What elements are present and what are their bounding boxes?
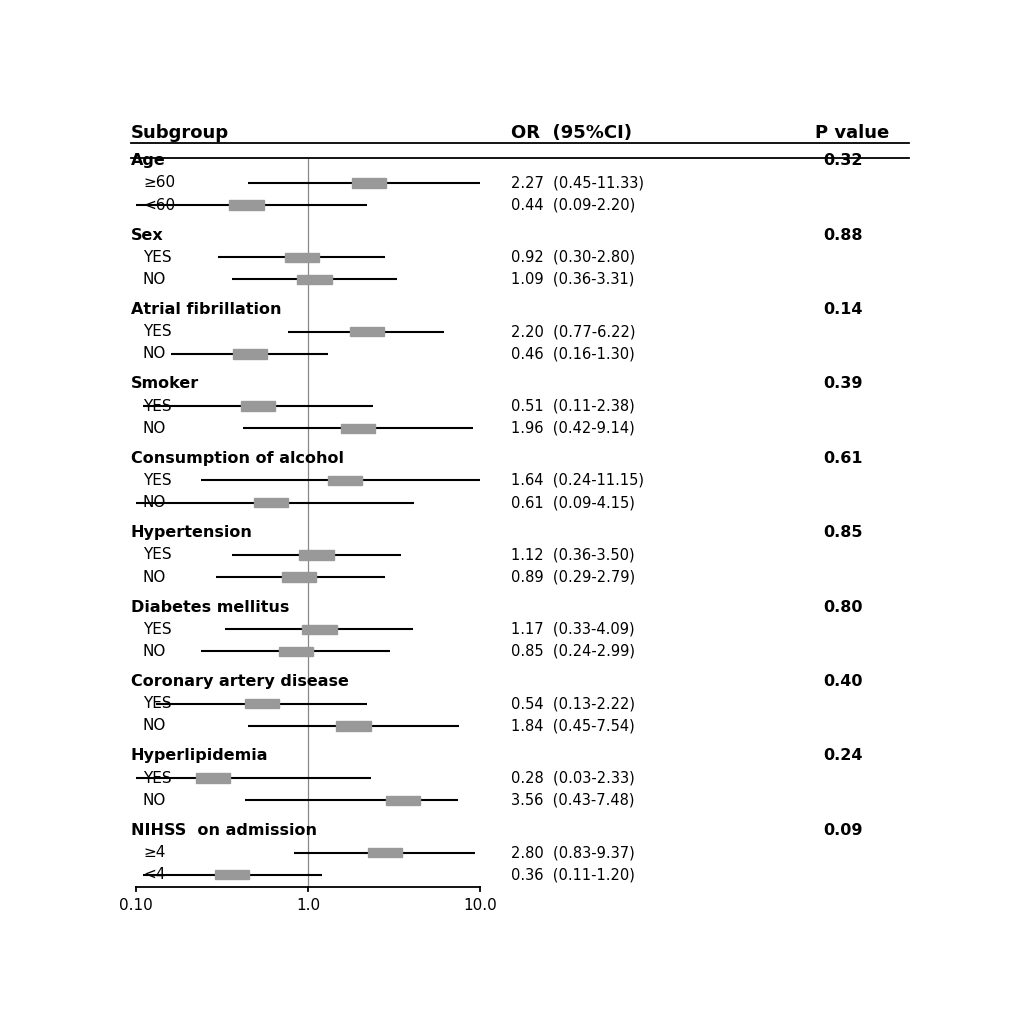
Text: Hypertension: Hypertension: [130, 525, 253, 541]
Text: 0.36  (0.11-1.20): 0.36 (0.11-1.20): [511, 867, 634, 883]
Bar: [367, 848, 401, 857]
Text: 1.64  (0.24-11.15): 1.64 (0.24-11.15): [511, 473, 643, 488]
Bar: [299, 550, 333, 559]
Text: Sex: Sex: [130, 227, 163, 243]
Bar: [350, 327, 383, 336]
Text: 0.80: 0.80: [822, 600, 862, 614]
Text: ≥60: ≥60: [143, 175, 175, 190]
Bar: [214, 870, 249, 880]
Text: ≥4: ≥4: [143, 845, 165, 860]
Bar: [254, 498, 288, 507]
Text: Hyperlipidemia: Hyperlipidemia: [130, 749, 268, 763]
Text: YES: YES: [143, 398, 171, 414]
Text: 0.10: 0.10: [119, 898, 153, 912]
Text: 2.80  (0.83-9.37): 2.80 (0.83-9.37): [511, 845, 634, 860]
Bar: [196, 773, 230, 782]
Text: 2.27  (0.45-11.33): 2.27 (0.45-11.33): [511, 175, 643, 190]
Text: NIHSS  on admission: NIHSS on admission: [130, 823, 317, 838]
Text: NO: NO: [143, 719, 166, 733]
Bar: [327, 476, 362, 485]
Bar: [232, 349, 267, 358]
Text: 0.51  (0.11-2.38): 0.51 (0.11-2.38): [511, 398, 634, 414]
Text: NO: NO: [143, 793, 166, 808]
Text: 1.0: 1.0: [296, 898, 320, 912]
Bar: [340, 424, 375, 433]
Text: 0.28  (0.03-2.33): 0.28 (0.03-2.33): [511, 771, 634, 785]
Text: 0.92  (0.30-2.80): 0.92 (0.30-2.80): [511, 250, 634, 265]
Text: 0.46  (0.16-1.30): 0.46 (0.16-1.30): [511, 346, 634, 361]
Text: YES: YES: [143, 622, 171, 637]
Text: 1.96  (0.42-9.14): 1.96 (0.42-9.14): [511, 421, 634, 436]
Text: YES: YES: [143, 548, 171, 562]
Text: 0.54  (0.13-2.22): 0.54 (0.13-2.22): [511, 696, 634, 712]
Text: YES: YES: [143, 325, 171, 339]
Text: 0.44  (0.09-2.20): 0.44 (0.09-2.20): [511, 198, 635, 213]
Text: 0.89  (0.29-2.79): 0.89 (0.29-2.79): [511, 569, 634, 585]
Text: <60: <60: [143, 198, 175, 213]
Text: 1.84  (0.45-7.54): 1.84 (0.45-7.54): [511, 719, 634, 733]
Text: 0.61: 0.61: [822, 451, 862, 466]
Text: YES: YES: [143, 473, 171, 488]
Bar: [336, 721, 370, 730]
Text: YES: YES: [143, 250, 171, 265]
Text: NO: NO: [143, 421, 166, 436]
Text: 0.61  (0.09-4.15): 0.61 (0.09-4.15): [511, 496, 634, 510]
Text: NO: NO: [143, 569, 166, 585]
Text: 1.12  (0.36-3.50): 1.12 (0.36-3.50): [511, 548, 634, 562]
Bar: [229, 201, 264, 210]
Text: Smoker: Smoker: [130, 377, 199, 391]
Text: OR  (95%CI): OR (95%CI): [511, 124, 631, 142]
Text: Coronary artery disease: Coronary artery disease: [130, 674, 348, 689]
Text: 0.40: 0.40: [822, 674, 862, 689]
Text: 1.09  (0.36-3.31): 1.09 (0.36-3.31): [511, 272, 634, 287]
Bar: [352, 178, 386, 187]
Text: Subgroup: Subgroup: [130, 124, 229, 142]
Text: 10.0: 10.0: [463, 898, 496, 912]
Text: Atrial fibrillation: Atrial fibrillation: [130, 302, 281, 317]
Text: 0.88: 0.88: [822, 227, 862, 243]
Text: YES: YES: [143, 771, 171, 785]
Text: 1.17  (0.33-4.09): 1.17 (0.33-4.09): [511, 622, 634, 637]
Text: NO: NO: [143, 272, 166, 287]
Bar: [278, 647, 313, 656]
Text: 0.85: 0.85: [822, 525, 862, 541]
Bar: [385, 796, 420, 805]
Text: NO: NO: [143, 644, 166, 659]
Text: P value: P value: [814, 124, 889, 142]
Text: Age: Age: [130, 154, 165, 168]
Text: Consumption of alcohol: Consumption of alcohol: [130, 451, 343, 466]
Text: NO: NO: [143, 496, 166, 510]
Text: 3.56  (0.43-7.48): 3.56 (0.43-7.48): [511, 793, 634, 808]
Text: 2.20  (0.77-6.22): 2.20 (0.77-6.22): [511, 325, 635, 339]
Text: NO: NO: [143, 346, 166, 361]
Text: 0.09: 0.09: [822, 823, 862, 838]
Text: <4: <4: [143, 867, 165, 883]
Text: 0.14: 0.14: [822, 302, 862, 317]
Bar: [240, 401, 274, 411]
Bar: [297, 274, 331, 284]
Bar: [245, 699, 279, 709]
Bar: [282, 572, 316, 582]
Bar: [303, 625, 336, 634]
Text: 0.32: 0.32: [822, 154, 862, 168]
Text: 0.39: 0.39: [822, 377, 862, 391]
Bar: [284, 253, 319, 262]
Text: YES: YES: [143, 696, 171, 712]
Text: 0.24: 0.24: [822, 749, 862, 763]
Text: 0.85  (0.24-2.99): 0.85 (0.24-2.99): [511, 644, 634, 659]
Text: Diabetes mellitus: Diabetes mellitus: [130, 600, 289, 614]
